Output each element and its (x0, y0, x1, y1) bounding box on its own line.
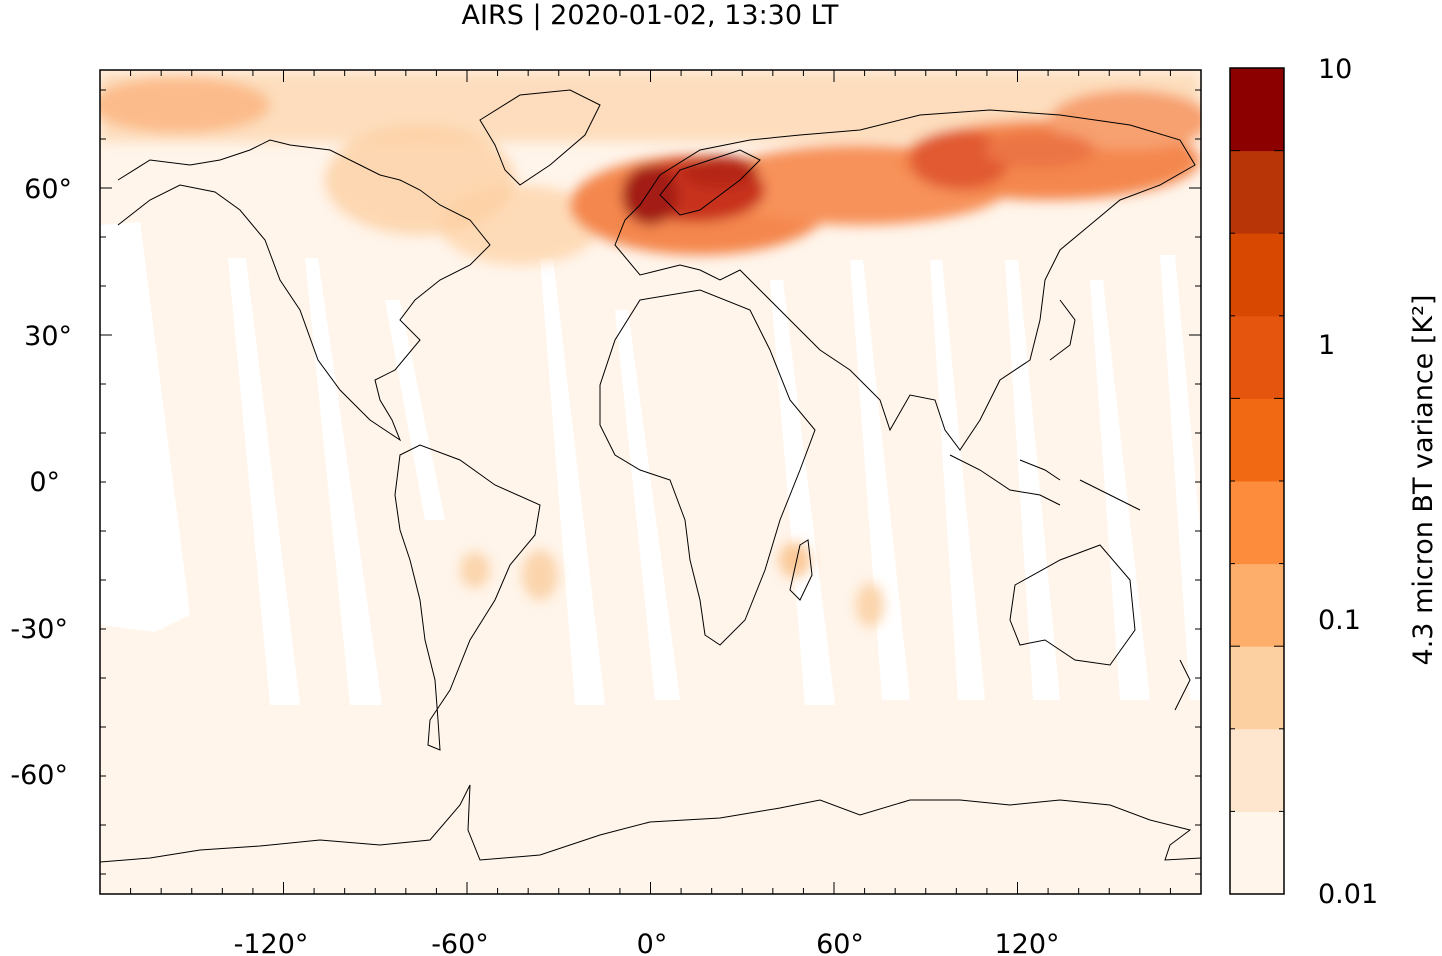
colorbar-band (1230, 233, 1284, 317)
lon-tick-label: -60° (431, 929, 489, 956)
lon-tick-labels: -120° -60° 0° 60° 120° (234, 929, 1060, 956)
swath-gap (540, 258, 605, 705)
coastline-greenland (479, 89, 601, 186)
lat-tick-label: -60° (10, 760, 68, 791)
swath-gap (615, 310, 680, 700)
coastline-scandinavia (659, 149, 761, 216)
lat-tick-label: 0° (29, 467, 60, 498)
coastline-australia (1009, 544, 1136, 666)
coastline-japan (1049, 299, 1076, 361)
colorbar-tick-label: 0.01 (1318, 879, 1378, 910)
lon-tick-label: 60° (816, 929, 864, 956)
swath-gap (1090, 280, 1150, 700)
variance-field (100, 72, 1201, 627)
coastline-south-america (394, 444, 541, 751)
colorbar-band (1230, 150, 1284, 234)
swath-gap (305, 258, 382, 705)
lon-tick-label: 0° (637, 929, 668, 956)
lon-tick-label: 120° (994, 929, 1059, 956)
siberia-max (910, 130, 1010, 190)
colorbar-tick-label: 10 (1318, 54, 1352, 85)
lat-tick-label: 30° (24, 321, 72, 352)
coastline-indonesia (949, 454, 1141, 511)
colorbar-label: 4.3 micron BT variance [K²] (1408, 295, 1439, 666)
southern-patch (779, 542, 811, 578)
colorbar-band (1230, 315, 1284, 399)
europe-max (682, 156, 758, 188)
southern-patch (522, 550, 558, 600)
swath-gap (100, 222, 190, 632)
coastline-madagascar (789, 539, 813, 601)
southern-patch (460, 552, 490, 588)
swath-gap (228, 258, 300, 705)
southern-patch (856, 583, 884, 627)
coastline-antarctica (100, 784, 1201, 863)
lat-tick-labels: 60° 30° 0° -30° -60° (10, 174, 72, 791)
lon-tick-label: -120° (234, 929, 309, 956)
swath-gap (1160, 255, 1201, 700)
colorbar-band (1230, 481, 1284, 565)
colorbar-band (1230, 728, 1284, 812)
colorbar-bands (1230, 68, 1284, 895)
coastline-eurasia (614, 109, 1196, 451)
map-panel (100, 70, 1201, 894)
colorbar-tick-label: 1 (1318, 330, 1335, 361)
colorbar-ticks (1230, 67, 1284, 895)
colorbar-band (1230, 398, 1284, 482)
arctic-band (440, 185, 600, 265)
coastline-africa (599, 289, 816, 646)
siberia-max (985, 132, 1095, 168)
colorbar-band (1230, 68, 1284, 152)
arctic-band (100, 77, 270, 133)
colorbar-tick-label: 0.1 (1318, 605, 1361, 636)
lat-tick-label: -30° (10, 614, 68, 645)
europe-max (622, 165, 678, 225)
swath-gap (850, 260, 910, 700)
swath-gap (930, 260, 985, 700)
colorbar-band (1230, 811, 1284, 895)
colorbar-band (1230, 646, 1284, 730)
swath-gap (1005, 260, 1060, 700)
coastlines (100, 89, 1201, 863)
swath-gap (770, 280, 835, 705)
swath-gaps (100, 222, 1201, 705)
coastline-north-america (117, 139, 491, 442)
map-ticks (99, 70, 1202, 894)
coastline-new-zealand (1174, 659, 1191, 711)
swath-gap (385, 300, 445, 520)
colorbar: 10 1 0.1 0.01 4.3 micron BT variance [K²… (1229, 54, 1439, 910)
colorbar-band (1230, 563, 1284, 647)
lat-tick-label: 60° (24, 174, 72, 205)
chart-title: AIRS | 2020-01-02, 13:30 LT (462, 0, 839, 31)
